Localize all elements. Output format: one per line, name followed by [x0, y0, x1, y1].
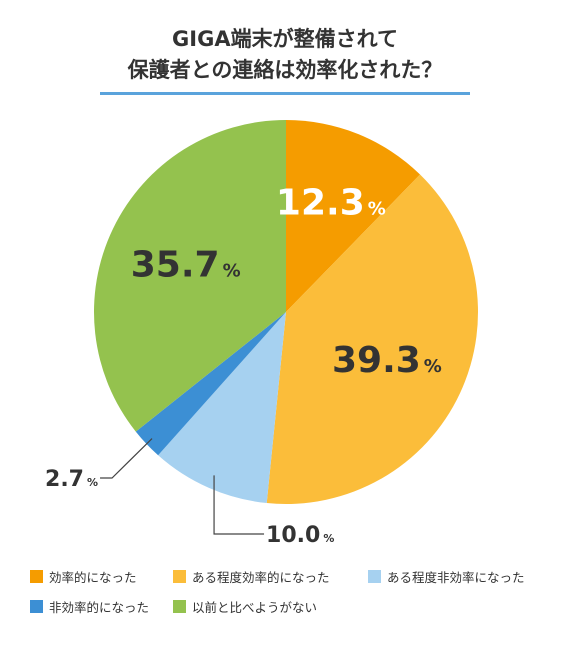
pie-slice-no-comparison: [93, 120, 286, 432]
pie-slice-somewhat-inefficient: [158, 312, 286, 504]
legend-label-no-comparison: 以前と比べようがない: [192, 599, 318, 615]
legend-label-inefficient: 非効率的になった: [49, 599, 150, 615]
legend-item-no-comparison: 以前と比べようがない: [173, 597, 317, 616]
legend-label-efficient: 効率的になった: [49, 569, 137, 585]
legend-item-somewhat-inefficient: ある程度非効率になった: [368, 567, 525, 586]
slice-label-no-comparison: 35.7%: [131, 245, 241, 286]
pie-slice-somewhat-efficient: [266, 174, 479, 505]
legend-swatch-efficient: [30, 569, 43, 583]
pie-slice-inefficient: [135, 312, 286, 456]
title-underline: [100, 92, 470, 95]
slice-label-inefficient: 2.7%: [45, 467, 98, 492]
slice-label-somewhat-inefficient: 10.0%: [266, 523, 334, 548]
legend-item-inefficient: 非効率的になった: [30, 597, 173, 616]
pie-slice-efficient: [286, 120, 421, 312]
chart-title-line-1: GIGA端末が整備されて: [172, 27, 398, 51]
chart-title: GIGA端末が整備されて 保護者との連絡は効率化された？: [0, 24, 570, 86]
slice-label-somewhat-efficient: 39.3%: [332, 340, 442, 381]
legend-row-2: 非効率的になった 以前と比べようがない: [30, 596, 560, 616]
legend-swatch-inefficient: [30, 599, 43, 613]
legend-swatch-somewhat-inefficient: [368, 569, 381, 583]
legend-swatch-somewhat-efficient: [173, 569, 186, 583]
legend-swatch-no-comparison: [173, 599, 186, 613]
legend: 効率的になった ある程度効率的になった ある程度非効率になった 非効率的になった…: [30, 566, 560, 626]
chart-title-line-2: 保護者との連絡は効率化された？: [127, 58, 443, 82]
slice-label-efficient: 12.3%: [276, 183, 386, 224]
leader-line-somewhat-inefficient: [213, 475, 265, 535]
legend-item-somewhat-efficient: ある程度効率的になった: [173, 567, 368, 586]
legend-label-somewhat-efficient: ある程度効率的になった: [192, 569, 330, 585]
legend-row-1: 効率的になった ある程度効率的になった ある程度非効率になった: [30, 566, 560, 586]
legend-item-efficient: 効率的になった: [30, 567, 173, 586]
leader-line-inefficient: [100, 438, 153, 479]
pie-chart: 12.3 % 39.3 % 35.7 % 10.0 % 2.7%: [45, 120, 479, 548]
legend-label-somewhat-inefficient: ある程度非効率になった: [387, 569, 525, 585]
